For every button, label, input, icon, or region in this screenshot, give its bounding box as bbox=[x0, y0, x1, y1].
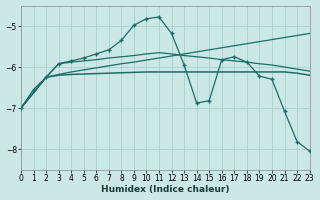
X-axis label: Humidex (Indice chaleur): Humidex (Indice chaleur) bbox=[101, 185, 229, 194]
